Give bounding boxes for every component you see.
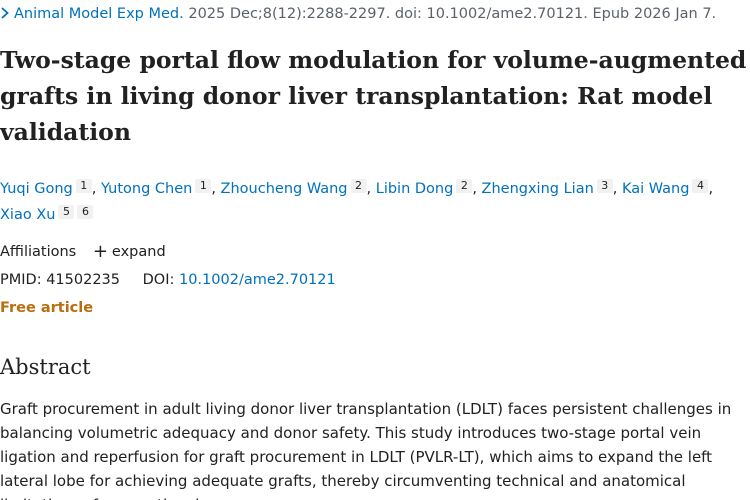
affiliation-ref[interactable]: 2 (456, 179, 473, 193)
expand-affiliations-button[interactable]: + expand (92, 241, 166, 262)
abstract-heading: Abstract (0, 355, 91, 379)
author-link[interactable]: Xiao Xu (0, 207, 56, 223)
pmid-label: PMID: (0, 272, 42, 288)
chevron-right-icon[interactable] (0, 4, 14, 24)
author-link[interactable]: Kai Wang (621, 181, 690, 197)
journal-link[interactable]: Animal Model Exp Med. (14, 6, 184, 22)
article-title: Two-stage portal flow modulation for vol… (0, 46, 747, 146)
authors-list: Yuqi Gong 1, Yutong Chen 1, Zhoucheng Wang… (0, 179, 714, 223)
affiliation-ref[interactable]: 4 (692, 179, 709, 193)
doi-label: DOI: (142, 272, 175, 288)
author-link[interactable]: Zhoucheng Wang (220, 181, 348, 197)
identifiers-row: PMID: 41502235 DOI: 10.1002/ame2.70121 (0, 269, 336, 291)
affiliation-ref[interactable]: 5 (58, 205, 75, 219)
doi-link[interactable]: 10.1002/ame2.70121 (178, 272, 336, 288)
journal-citation: Animal Model Exp Med. 2025 Dec;8(12):228… (0, 4, 716, 24)
affiliations-label: Affiliations (0, 244, 77, 260)
affiliation-ref[interactable]: 1 (75, 179, 92, 193)
affiliation-ref[interactable]: 2 (350, 179, 367, 193)
abstract-text: Graft procurement in adult living donor … (0, 400, 732, 500)
author-link[interactable]: Zhengxing Lian (481, 181, 594, 197)
affiliation-ref[interactable]: 1 (195, 179, 212, 193)
affiliations-row: Affiliations + expand (0, 241, 166, 263)
author-link[interactable]: Yutong Chen (100, 181, 193, 197)
citation-details: 2025 Dec;8(12):2288-2297. doi: 10.1002/a… (188, 6, 717, 22)
author-link[interactable]: Libin Dong (375, 181, 454, 197)
pmid-value: 41502235 (46, 272, 121, 288)
affiliation-ref[interactable]: 6 (77, 205, 94, 219)
plus-icon: + (92, 241, 108, 262)
expand-label: expand (111, 244, 166, 260)
author-link[interactable]: Yuqi Gong (0, 181, 73, 197)
affiliation-ref[interactable]: 3 (596, 179, 613, 193)
free-article-badge: Free article (0, 300, 94, 316)
